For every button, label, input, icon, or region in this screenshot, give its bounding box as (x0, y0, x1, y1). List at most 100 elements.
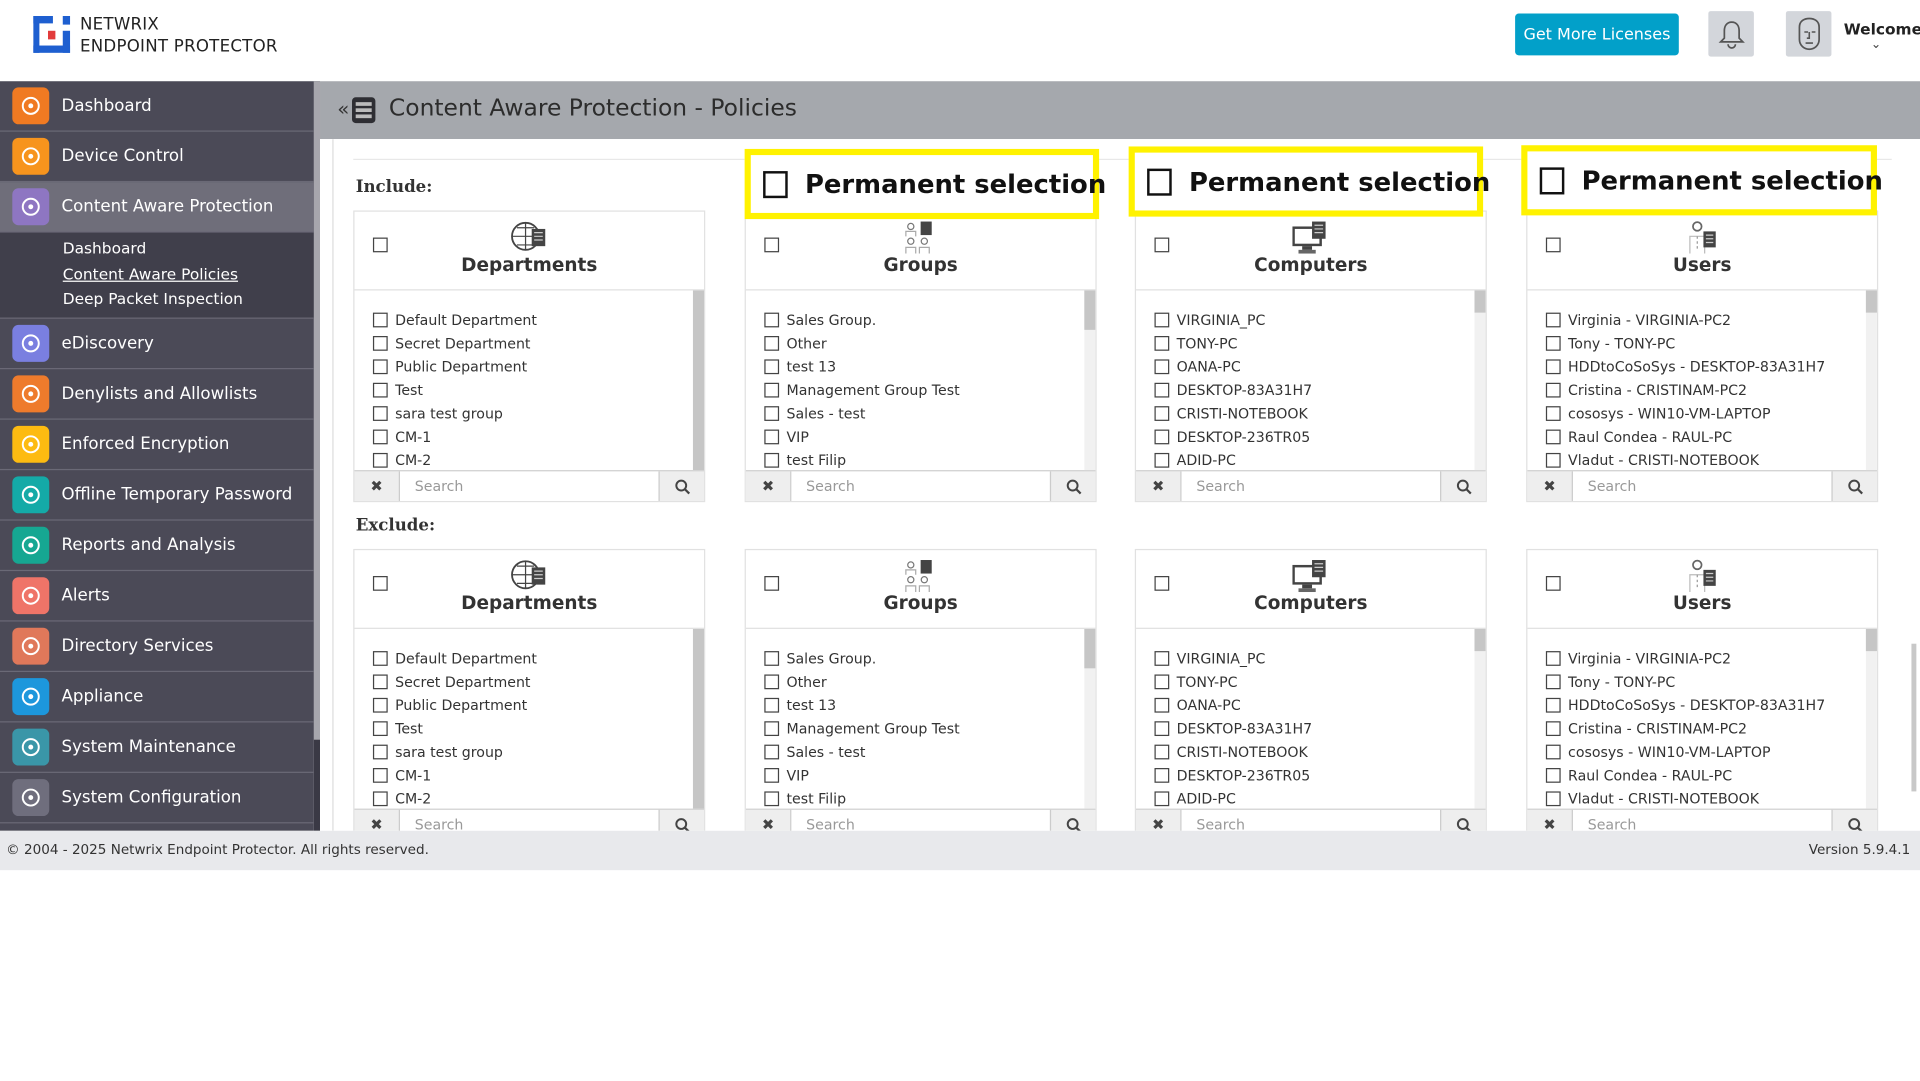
list-item[interactable]: Test (372, 378, 704, 401)
list-item[interactable]: Secret Department (372, 331, 704, 354)
list-item[interactable]: Tony - TONY-PC (1545, 670, 1877, 693)
clear-search-icon[interactable]: ✖ (1136, 809, 1182, 831)
search-icon[interactable] (1831, 471, 1877, 501)
select-all-checkbox[interactable] (1154, 576, 1170, 591)
clear-search-icon[interactable]: ✖ (1527, 471, 1573, 501)
list-item[interactable]: cososys - WIN10-VM-LAPTOP (1545, 401, 1877, 424)
sidebar-item-system-maintenance[interactable]: System Maintenance (0, 722, 314, 773)
item-checkbox[interactable] (764, 405, 780, 421)
sidebar-item-enforced-encryption[interactable]: Enforced Encryption (0, 419, 314, 470)
list-item[interactable]: DESKTOP-236TR05 (1154, 425, 1485, 448)
list-scrollbar[interactable] (1865, 290, 1877, 471)
list-item[interactable]: ADID-PC (1154, 448, 1485, 470)
item-checkbox[interactable] (1154, 312, 1170, 327)
select-all-checkbox[interactable] (764, 576, 780, 591)
item-checkbox[interactable] (1545, 790, 1561, 806)
list-item[interactable]: Other (764, 670, 1095, 693)
item-checkbox[interactable] (1154, 790, 1170, 806)
list-item[interactable]: Cristina - CRISTINAM-PC2 (1545, 716, 1877, 739)
item-checkbox[interactable] (1154, 720, 1170, 736)
clear-search-icon[interactable]: ✖ (1527, 809, 1573, 831)
list-item[interactable]: Cristina - CRISTINAM-PC2 (1545, 378, 1877, 401)
list-item[interactable]: Public Department (372, 693, 704, 716)
list-item[interactable]: CRISTI-NOTEBOOK (1154, 740, 1485, 763)
item-checkbox[interactable] (372, 452, 388, 468)
item-checkbox[interactable] (1154, 767, 1170, 783)
item-checkbox[interactable] (1545, 405, 1561, 421)
item-checkbox[interactable] (764, 720, 780, 736)
list-item[interactable]: OANA-PC (1154, 354, 1485, 377)
list-item[interactable]: Public Department (372, 354, 704, 377)
item-checkbox[interactable] (1545, 650, 1561, 666)
item-checkbox[interactable] (372, 744, 388, 759)
item-checkbox[interactable] (764, 428, 780, 444)
list-item[interactable]: Other (764, 331, 1095, 354)
list-item[interactable]: CM-2 (372, 786, 704, 808)
user-avatar-button[interactable] (1785, 11, 1832, 57)
item-checkbox[interactable] (372, 650, 388, 666)
item-checkbox[interactable] (372, 720, 388, 736)
item-checkbox[interactable] (372, 673, 388, 689)
search-icon[interactable] (1831, 809, 1877, 831)
list-item[interactable]: test Filip (764, 448, 1095, 470)
list-item[interactable]: test 13 (764, 354, 1095, 377)
select-all-checkbox[interactable] (764, 237, 780, 253)
sidebar-item-system-configuration[interactable]: System Configuration (0, 772, 314, 823)
content-scrollbar[interactable] (1911, 643, 1917, 792)
sidebar-item-content-aware-protection[interactable]: Content Aware Protection (0, 182, 314, 233)
item-checkbox[interactable] (372, 382, 388, 397)
get-more-licenses-button[interactable]: Get More Licenses (1515, 13, 1679, 56)
item-checkbox[interactable] (372, 405, 388, 421)
search-input[interactable]: Search (400, 809, 659, 831)
clear-search-icon[interactable]: ✖ (354, 471, 401, 501)
list-item[interactable]: DESKTOP-83A31H7 (1154, 716, 1485, 739)
permanent-selection-checkbox[interactable] (763, 170, 788, 198)
list-scrollbar[interactable] (1084, 290, 1096, 471)
list-item[interactable]: Sales Group. (764, 308, 1095, 331)
item-checkbox[interactable] (764, 790, 780, 806)
item-checkbox[interactable] (1545, 744, 1561, 759)
select-all-checkbox[interactable] (372, 576, 388, 591)
item-checkbox[interactable] (764, 697, 780, 713)
list-item[interactable]: sara test group (372, 740, 704, 763)
list-scrollbar[interactable] (692, 290, 705, 471)
list-item[interactable]: Tony - TONY-PC (1545, 331, 1877, 354)
item-checkbox[interactable] (1545, 358, 1561, 374)
item-checkbox[interactable] (372, 790, 388, 806)
item-checkbox[interactable] (1545, 697, 1561, 713)
sidebar-item-appliance[interactable]: Appliance (0, 671, 314, 722)
item-checkbox[interactable] (1545, 312, 1561, 327)
item-checkbox[interactable] (372, 697, 388, 713)
search-icon[interactable] (658, 471, 705, 501)
clear-search-icon[interactable]: ✖ (354, 809, 401, 831)
select-all-checkbox[interactable] (372, 237, 388, 253)
list-item[interactable]: CM-1 (372, 425, 704, 448)
item-checkbox[interactable] (764, 452, 780, 468)
item-checkbox[interactable] (372, 358, 388, 374)
hamburger-menu-icon[interactable] (352, 97, 376, 124)
list-item[interactable]: DESKTOP-83A31H7 (1154, 378, 1485, 401)
search-icon[interactable] (1440, 471, 1486, 501)
select-all-checkbox[interactable] (1545, 576, 1561, 591)
item-checkbox[interactable] (372, 428, 388, 444)
item-checkbox[interactable] (1154, 452, 1170, 468)
search-icon[interactable] (1440, 809, 1486, 831)
item-checkbox[interactable] (1154, 673, 1170, 689)
search-icon[interactable] (1049, 471, 1096, 501)
list-item[interactable]: VIRGINIA_PC (1154, 308, 1485, 331)
sidebar-item-ediscovery[interactable]: eDiscovery (0, 318, 314, 369)
item-checkbox[interactable] (372, 335, 388, 351)
list-item[interactable]: VIP (764, 763, 1095, 786)
item-checkbox[interactable] (1545, 720, 1561, 736)
sidebar-item-alerts[interactable]: Alerts (0, 570, 314, 621)
welcome-menu[interactable]: Welcome (1843, 19, 1920, 39)
list-scrollbar[interactable] (692, 628, 705, 809)
list-item[interactable]: Raul Condea - RAUL-PC (1545, 425, 1877, 448)
item-checkbox[interactable] (1545, 335, 1561, 351)
list-item[interactable]: Management Group Test (764, 716, 1095, 739)
item-checkbox[interactable] (764, 767, 780, 783)
item-checkbox[interactable] (764, 650, 780, 666)
list-item[interactable]: Default Department (372, 646, 704, 669)
notifications-button[interactable] (1708, 11, 1754, 57)
collapse-sidebar-icon[interactable]: « (337, 97, 350, 121)
